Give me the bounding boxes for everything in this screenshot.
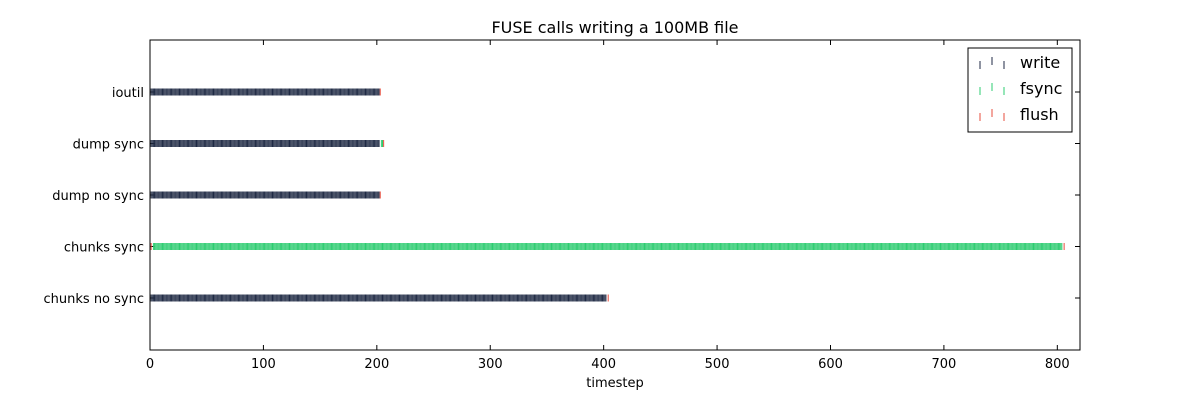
- x-axis-ticks: 0 100 200 300 400 500 600 700 800: [146, 40, 1070, 372]
- legend-marker-flush: [979, 109, 1005, 121]
- chart-title: FUSE calls writing a 100MB file: [491, 18, 738, 37]
- x-tick-label: 800: [1045, 357, 1070, 372]
- x-tick-label: 0: [146, 357, 154, 372]
- y-tick-label: dump no sync: [52, 189, 144, 204]
- x-tick-label: 400: [591, 357, 616, 372]
- x-axis-label: timestep: [586, 376, 644, 391]
- y-tick-label: chunks sync: [64, 241, 144, 256]
- x-tick-label: 300: [478, 357, 503, 372]
- x-tick-label: 200: [364, 357, 389, 372]
- legend-box: [967, 47, 1073, 133]
- x-tick-label: 600: [818, 357, 843, 372]
- y-tick-label: dump sync: [73, 138, 144, 153]
- legend: write fsync flush: [967, 47, 1073, 133]
- legend-items: write fsync flush: [979, 53, 1062, 124]
- legend-label: fsync: [1020, 79, 1062, 98]
- y-tick-label: ioutil: [112, 86, 144, 101]
- x-tick-label: 500: [705, 357, 730, 372]
- x-tick-label: 100: [251, 357, 276, 372]
- legend-marker-fsync: [979, 83, 1005, 95]
- legend-label: write: [1020, 53, 1060, 72]
- chart-marks: [150, 88, 1065, 302]
- x-tick-label: 700: [931, 357, 956, 372]
- legend-marker-write: [979, 57, 1005, 69]
- y-tick-label: chunks no sync: [44, 292, 144, 307]
- y-axis-ticks: ioutil dump sync dump no sync chunks sync ch…: [44, 86, 1080, 307]
- legend-label: flush: [1020, 105, 1059, 124]
